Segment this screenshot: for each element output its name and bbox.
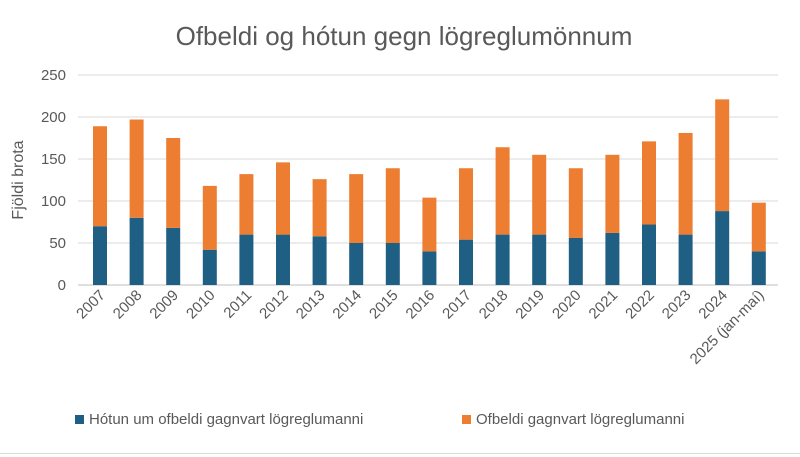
y-axis-label: Fjöldi brota [10, 140, 27, 219]
legend: Hótun um ofbeldi gagnvart lögreglumanni O… [75, 411, 684, 428]
x-category-label: 2017 [439, 287, 475, 323]
bar-ofbeldi-2011 [239, 174, 254, 235]
bar-ofbeldi-2007 [93, 126, 107, 227]
x-category-label: 2018 [476, 287, 512, 323]
bar-ofbeldi-2013 [312, 179, 327, 237]
bar-ofbeldi-2025 [751, 202, 766, 252]
bar-hotun-2013 [312, 236, 327, 285]
y-tick-label: 0 [58, 277, 66, 294]
bottom-divider [0, 453, 800, 454]
bar-hotun-2007 [93, 226, 107, 285]
bar-ofbeldi-2023 [678, 132, 693, 235]
bar-hotun-2010 [202, 249, 217, 285]
bar-hotun-2022 [642, 224, 656, 285]
bar-ofbeldi-2022 [642, 141, 656, 225]
x-category-label: 2009 [146, 287, 182, 323]
bar-hotun-2017 [459, 239, 473, 285]
bar-ofbeldi-2020 [568, 168, 583, 238]
bar-ofbeldi-2019 [532, 154, 547, 235]
legend-label: Hótun um ofbeldi gagnvart lögreglumanni [89, 411, 363, 428]
bar-ofbeldi-2010 [202, 185, 217, 250]
bar-ofbeldi-2016 [422, 197, 437, 252]
x-category-label: 2013 [293, 287, 329, 323]
x-category-label: 2023 [659, 287, 695, 323]
y-tick-label: 50 [49, 235, 66, 252]
bar-ofbeldi-2017 [459, 168, 473, 240]
x-category-label: 2022 [622, 287, 658, 323]
bar-hotun-2025 [751, 251, 766, 285]
x-category-label: 2014 [329, 287, 365, 323]
x-category-label: 2019 [512, 287, 548, 323]
x-category-label: 2016 [403, 287, 439, 323]
y-axis-ticks: 0 50 100 150 200 250 [41, 67, 66, 294]
bar-hotun-2019 [532, 234, 547, 285]
x-category-label: 2008 [110, 287, 146, 323]
bar-ofbeldi-2015 [385, 168, 400, 243]
bar-hotun-2020 [568, 237, 583, 285]
bar-hotun-2008 [129, 217, 144, 285]
x-category-label: 2015 [366, 287, 402, 323]
bar-ofbeldi-2014 [349, 174, 364, 243]
x-category-label: 2012 [256, 287, 292, 323]
y-tick-label: 250 [41, 67, 66, 84]
x-axis-categories: 2007 2008 2009 2010 2011 2012 2013 2014 2015 2016… [73, 287, 767, 368]
y-tick-label: 150 [41, 151, 66, 168]
bar-hotun-2012 [276, 234, 290, 285]
bar-ofbeldi-2008 [129, 119, 144, 218]
y-tick-label: 200 [41, 109, 66, 126]
x-category-label: 2021 [586, 287, 622, 323]
bars [93, 99, 766, 285]
bar-hotun-2021 [605, 232, 620, 285]
x-category-label: 2010 [183, 287, 219, 323]
x-category-label: 2020 [549, 287, 585, 323]
x-category-label: 2007 [73, 287, 109, 323]
bar-hotun-2023 [678, 234, 693, 285]
bar-ofbeldi-2018 [495, 147, 510, 235]
x-category-label: 2011 [220, 287, 255, 322]
legend-swatch [75, 415, 84, 424]
bar-hotun-2009 [166, 227, 181, 285]
bar-hotun-2016 [422, 251, 437, 285]
bar-hotun-2024 [715, 211, 730, 285]
legend-label: Ofbeldi gagnvart lögreglumanni [476, 411, 684, 428]
bar-ofbeldi-2021 [605, 154, 620, 233]
y-tick-label: 100 [41, 193, 66, 210]
bar-hotun-2018 [495, 234, 510, 285]
chart-title: Ofbeldi og hótun gegn lögreglumönnum [176, 21, 633, 51]
bar-ofbeldi-2024 [715, 99, 730, 212]
legend-swatch [462, 415, 471, 424]
bar-ofbeldi-2009 [166, 138, 181, 228]
bar-hotun-2014 [349, 243, 364, 285]
bar-hotun-2015 [385, 243, 400, 285]
bar-hotun-2011 [239, 234, 254, 285]
bar-ofbeldi-2012 [276, 162, 290, 235]
